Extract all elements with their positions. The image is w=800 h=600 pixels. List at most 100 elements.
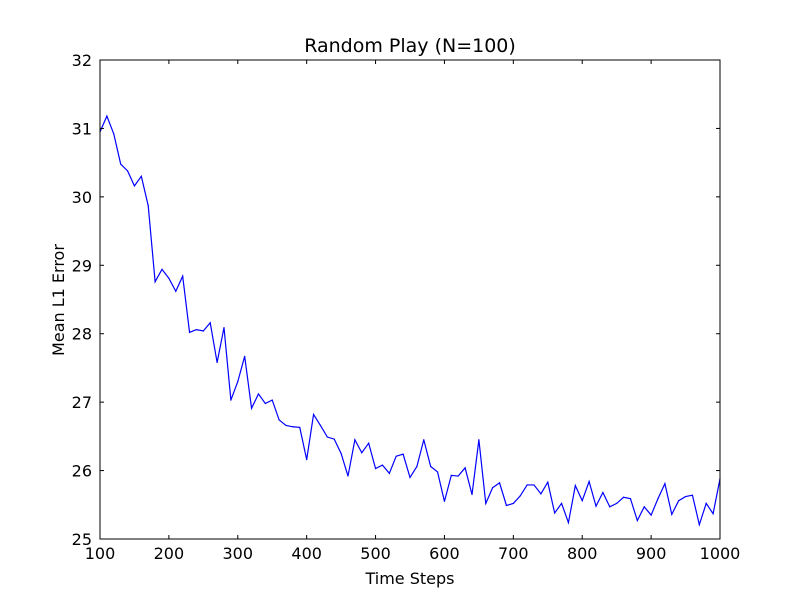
data-point (588, 480, 590, 483)
data-point (402, 453, 404, 455)
data-point (671, 513, 673, 515)
data-point (361, 452, 363, 454)
y-axis: 25 26 27 28 29 30 31 32 (72, 51, 720, 549)
data-point (636, 519, 638, 522)
data-point (540, 493, 542, 495)
data-point (616, 502, 618, 505)
x-tick-label: 900 (636, 544, 667, 563)
y-tick-label: 26 (72, 462, 92, 481)
data-point (264, 402, 266, 405)
data-point (333, 438, 335, 440)
x-axis-label: Time Steps (364, 569, 454, 588)
data-point (126, 170, 129, 172)
data-point (471, 493, 473, 496)
data-point (285, 424, 287, 427)
data-point (547, 481, 549, 483)
data-point (678, 500, 680, 502)
data-point (209, 322, 211, 324)
plot-frame (99, 59, 721, 540)
data-point (423, 439, 425, 441)
data-point (244, 355, 246, 357)
data-point (388, 472, 390, 474)
data-point (113, 133, 115, 135)
series-layer (99, 114, 721, 527)
data-point (347, 475, 349, 477)
data-point (230, 399, 232, 401)
x-tick-label: 300 (223, 544, 254, 563)
data-point (698, 524, 700, 526)
y-tick-label: 29 (72, 256, 92, 275)
data-point (492, 487, 494, 489)
data-point (602, 491, 604, 494)
data-point (519, 495, 521, 497)
data-point (485, 502, 487, 505)
data-point (319, 424, 322, 427)
data-point (629, 498, 632, 500)
data-point (354, 439, 356, 441)
chart-title: Random Play (N=100) (304, 35, 516, 57)
data-point (560, 502, 563, 505)
x-tick-label: 600 (429, 544, 460, 563)
data-point (133, 185, 136, 187)
data-point (554, 512, 556, 514)
data-point (340, 452, 342, 455)
data-point (299, 426, 301, 429)
data-point (581, 500, 583, 502)
series-line (99, 114, 721, 527)
data-point (140, 175, 142, 177)
data-point (188, 331, 191, 333)
y-tick-label: 31 (72, 119, 92, 138)
y-tick-label: 28 (72, 325, 92, 344)
data-point (120, 163, 122, 165)
x-tick-label: 200 (154, 544, 185, 563)
data-point (216, 361, 218, 364)
data-point (306, 459, 308, 461)
data-point (657, 498, 659, 500)
data-point (182, 275, 184, 277)
data-point (691, 494, 694, 496)
data-point (154, 281, 156, 283)
data-point (326, 436, 328, 438)
data-point (271, 399, 273, 401)
x-axis: 100 200 300 400 500 600 700 800 900 1000 (85, 60, 741, 563)
data-point (195, 329, 198, 331)
data-point (705, 502, 707, 505)
data-point (622, 496, 625, 498)
data-point (374, 467, 377, 470)
data-point (478, 439, 480, 441)
data-point (409, 476, 411, 479)
data-point (168, 277, 170, 279)
data-point (436, 471, 439, 473)
data-point (457, 475, 459, 477)
data-point (175, 290, 177, 292)
y-tick-label: 25 (72, 530, 92, 549)
data-point (147, 205, 149, 207)
data-point (650, 514, 652, 516)
y-tick-label: 32 (72, 51, 92, 70)
data-point (202, 330, 204, 332)
data-point (533, 484, 535, 486)
data-point (505, 504, 508, 507)
data-point (712, 513, 714, 515)
data-point (368, 442, 370, 444)
data-point (512, 502, 514, 505)
data-point (381, 464, 384, 466)
data-point (257, 393, 260, 395)
data-point (161, 268, 163, 270)
data-point (106, 115, 108, 117)
data-point (684, 495, 687, 498)
x-tick-label: 800 (567, 544, 598, 563)
x-tick-label: 500 (360, 544, 391, 563)
x-tick-label: 1000 (700, 544, 741, 563)
x-tick-label: 700 (498, 544, 529, 563)
data-point (498, 482, 501, 484)
data-point (574, 485, 576, 487)
data-point (395, 455, 397, 457)
data-point (430, 465, 432, 468)
data-point (250, 407, 253, 409)
data-point (450, 474, 452, 476)
x-tick-label: 400 (291, 544, 322, 563)
data-point (567, 521, 570, 524)
data-point (443, 500, 446, 502)
